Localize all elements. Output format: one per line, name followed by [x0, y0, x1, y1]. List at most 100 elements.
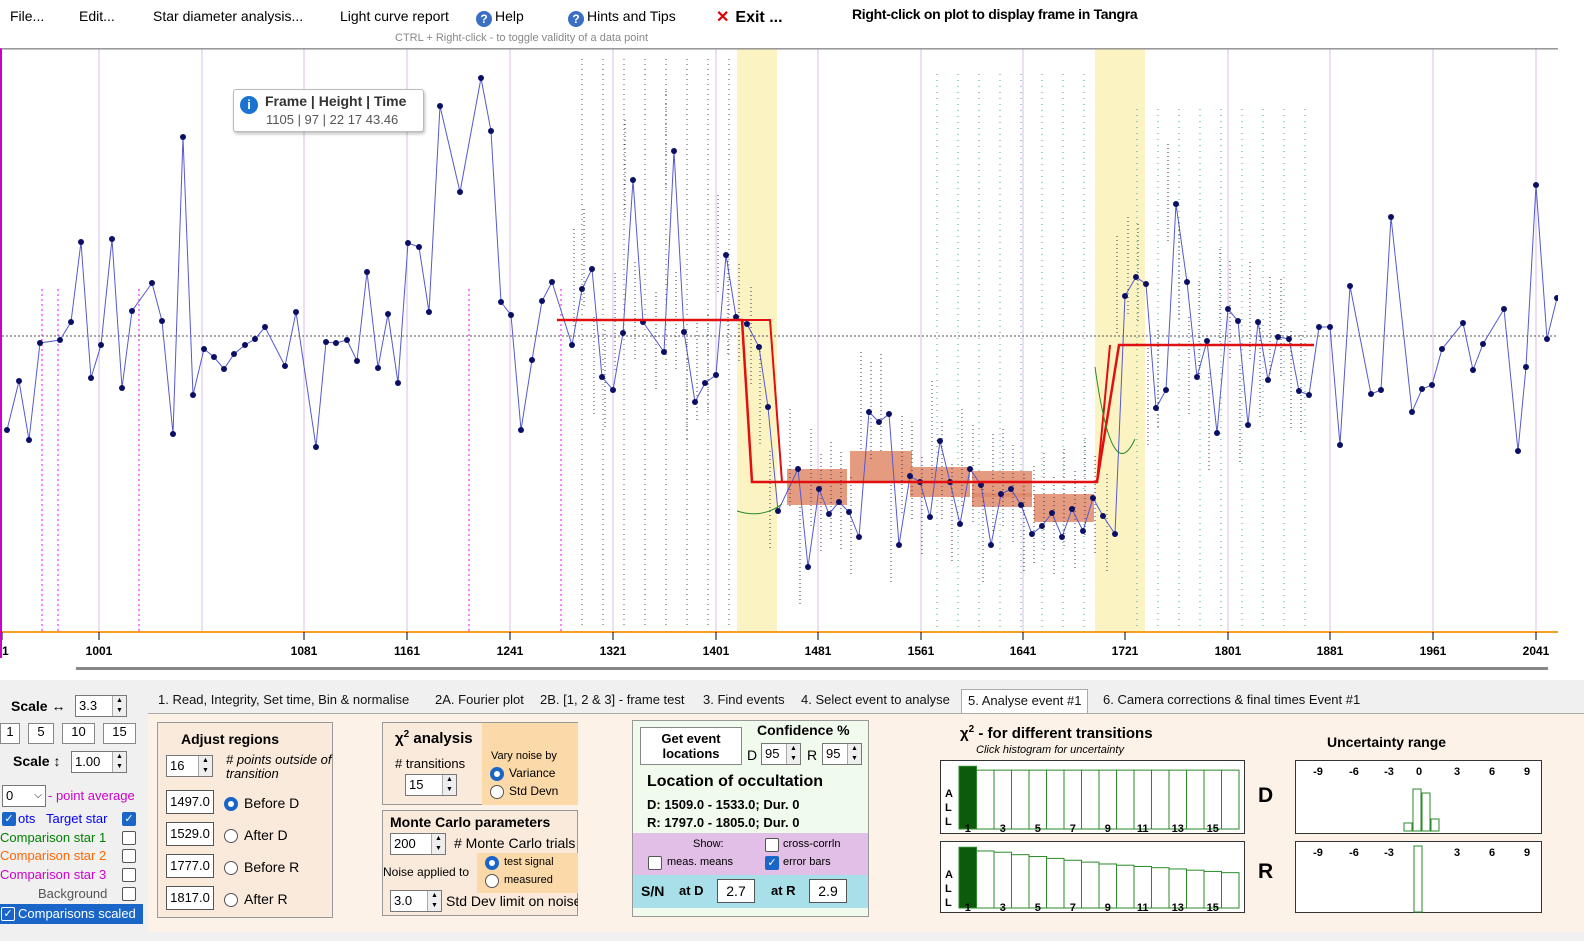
spin-arrows-icon[interactable]: ▲ ▼: [112, 696, 126, 716]
data-point: [252, 336, 258, 342]
histogram-bar: [1028, 769, 1047, 830]
std-devn-radio[interactable]: [490, 785, 504, 799]
preset-5-button[interactable]: 5: [28, 723, 54, 744]
data-point: [129, 308, 135, 314]
tab-read[interactable]: 1. Read, Integrity, Set time, Bin & norm…: [158, 692, 410, 707]
data-point: [1049, 510, 1055, 516]
data-point: [323, 339, 329, 345]
after-d-label: After D: [244, 827, 288, 843]
chi-title-rest: analysis: [409, 730, 473, 747]
before-d-radio[interactable]: [224, 797, 238, 811]
x-tick-label: 2041: [1523, 644, 1550, 658]
dots-checkbox[interactable]: ✓: [2, 812, 16, 826]
monte-trials-spinner[interactable]: 200 ▲ ▼: [390, 833, 446, 855]
all-label: L: [945, 816, 952, 828]
light-curve-plot[interactable]: 1 1001 1081 1161 1241 1321 1401 1481 1561 1641 172…: [0, 48, 1560, 659]
get-event-locations-button[interactable]: Get event locations: [640, 727, 742, 765]
x-tick-label: 1961: [1420, 644, 1447, 658]
std-limit-spinner[interactable]: 3.0 ▲ ▼: [390, 890, 442, 912]
chi-hist-sup: 2: [968, 724, 975, 735]
preset-15-button[interactable]: 15: [103, 723, 136, 744]
spin-arrows-icon[interactable]: ▲ ▼: [431, 834, 445, 854]
spin-arrows-icon[interactable]: ▲ ▼: [427, 891, 441, 911]
chi-hist-title: χ2 - for different transitions: [960, 724, 1153, 742]
light-curve-svg[interactable]: 1 1001 1081 1161 1241 1321 1401 1481 1561 1641 172…: [1, 48, 1560, 659]
scale-h-spinner[interactable]: 3.3 ▲ ▼: [75, 695, 127, 717]
star-diameter-menu[interactable]: Star diameter analysis...: [153, 8, 304, 24]
tab-select-event[interactable]: 4. Select event to analyse: [801, 692, 950, 707]
chi-hist-d[interactable]: A L L 1 3 5 7 9 11 13 15: [940, 760, 1246, 835]
background-checkbox[interactable]: [122, 887, 136, 901]
histogram-bar: [1168, 769, 1187, 830]
tab-fourier[interactable]: 2A. Fourier plot: [435, 692, 524, 707]
after-r-value[interactable]: 1817.0: [166, 886, 214, 910]
chi-hist-r-svg[interactable]: ALL 1 3 5 7 9 11 13 15: [941, 842, 1246, 914]
error-bars-checkbox[interactable]: ✓: [765, 856, 779, 870]
data-point: [149, 280, 155, 286]
transitions-spinner[interactable]: 15 ▲ ▼: [405, 774, 457, 796]
data-point: [1204, 338, 1210, 344]
file-menu[interactable]: File...: [10, 8, 45, 24]
before-d-value[interactable]: 1497.0: [166, 790, 214, 814]
x-tick-label: 1881: [1317, 644, 1344, 658]
target-star-checkbox[interactable]: ✓: [122, 812, 136, 826]
comp3-label: Comparison star 3: [0, 867, 107, 882]
hints-menu[interactable]: ? Hints and Tips: [568, 8, 676, 27]
exit-menu[interactable]: ✕ Exit ...: [716, 7, 783, 27]
tab-camera-corrections[interactable]: 6. Camera corrections & final times Even…: [1103, 692, 1361, 707]
spin-arrows-icon[interactable]: ▲ ▼: [847, 744, 861, 764]
exit-label: Exit ...: [735, 9, 783, 26]
after-r-radio[interactable]: [224, 893, 238, 907]
preset-10-button[interactable]: 10: [62, 723, 95, 744]
after-d-value[interactable]: 1529.0: [166, 822, 214, 846]
preset-1-button[interactable]: 1: [0, 723, 20, 744]
before-r-radio[interactable]: [224, 861, 238, 875]
data-point: [293, 309, 299, 315]
cross-corr-checkbox[interactable]: [765, 838, 779, 852]
variance-radio[interactable]: [490, 767, 504, 781]
point-average-select[interactable]: 0 ⌵: [2, 785, 46, 807]
data-point: [488, 128, 494, 134]
plot-scrollbar[interactable]: [76, 667, 1548, 670]
tab-analyse-event[interactable]: 5. Analyse event #1: [961, 689, 1089, 713]
uncertainty-bar: [1412, 788, 1422, 832]
spin-arrows-icon[interactable]: ▲ ▼: [198, 756, 212, 776]
edit-menu[interactable]: Edit...: [79, 8, 115, 24]
after-d-radio[interactable]: [224, 829, 238, 843]
data-point: [967, 466, 973, 472]
points-outside-spinner[interactable]: 16 ▲ ▼: [166, 755, 213, 777]
uncertainty-title: Uncertainty range: [1327, 734, 1447, 750]
uncertainty-tick: -3: [1384, 847, 1394, 859]
comps-scaled-row[interactable]: ✓ Comparisons scaled: [0, 904, 143, 924]
scale-v-spinner[interactable]: 1.00 ▲ ▼: [71, 751, 127, 773]
before-r-value[interactable]: 1777.0: [166, 854, 214, 878]
spin-arrows-icon[interactable]: ▲ ▼: [112, 752, 126, 772]
data-point: [1214, 430, 1220, 436]
measured-radio[interactable]: [485, 874, 499, 888]
confidence-r-spinner[interactable]: 95 ▲ ▼: [822, 743, 862, 765]
help-menu[interactable]: ? Help: [476, 8, 524, 27]
target-star-label: Target star: [46, 811, 108, 826]
comp1-checkbox[interactable]: [122, 831, 136, 845]
confidence-r-value: 95: [826, 746, 841, 761]
confidence-r-label: R: [807, 747, 818, 763]
spin-arrows-icon[interactable]: ▲ ▼: [442, 775, 456, 795]
data-point: [1533, 182, 1539, 188]
data-point: [1225, 306, 1231, 312]
comp2-checkbox[interactable]: [122, 849, 136, 863]
light-curve-menu[interactable]: Light curve report: [340, 8, 449, 24]
comp3-checkbox[interactable]: [122, 868, 136, 882]
tab-frame-test[interactable]: 2B. [1, 2 & 3] - frame test: [540, 692, 685, 707]
histogram-bar: [958, 765, 977, 830]
meas-means-checkbox[interactable]: [648, 856, 662, 870]
comps-scaled-checkbox[interactable]: ✓: [1, 907, 15, 921]
test-signal-radio[interactable]: [485, 856, 499, 870]
chi-hist-r[interactable]: A L L 1 3 5 7 9 11 13 15: [940, 841, 1246, 914]
uncertainty-d[interactable]: -9 -6 -3 0 3 6 9: [1295, 760, 1542, 834]
point-average-label: - point average: [48, 788, 135, 803]
tab-find-events[interactable]: 3. Find events: [703, 692, 785, 707]
confidence-d-spinner[interactable]: 95 ▲ ▼: [761, 743, 801, 765]
spin-arrows-icon[interactable]: ▲ ▼: [786, 744, 800, 764]
